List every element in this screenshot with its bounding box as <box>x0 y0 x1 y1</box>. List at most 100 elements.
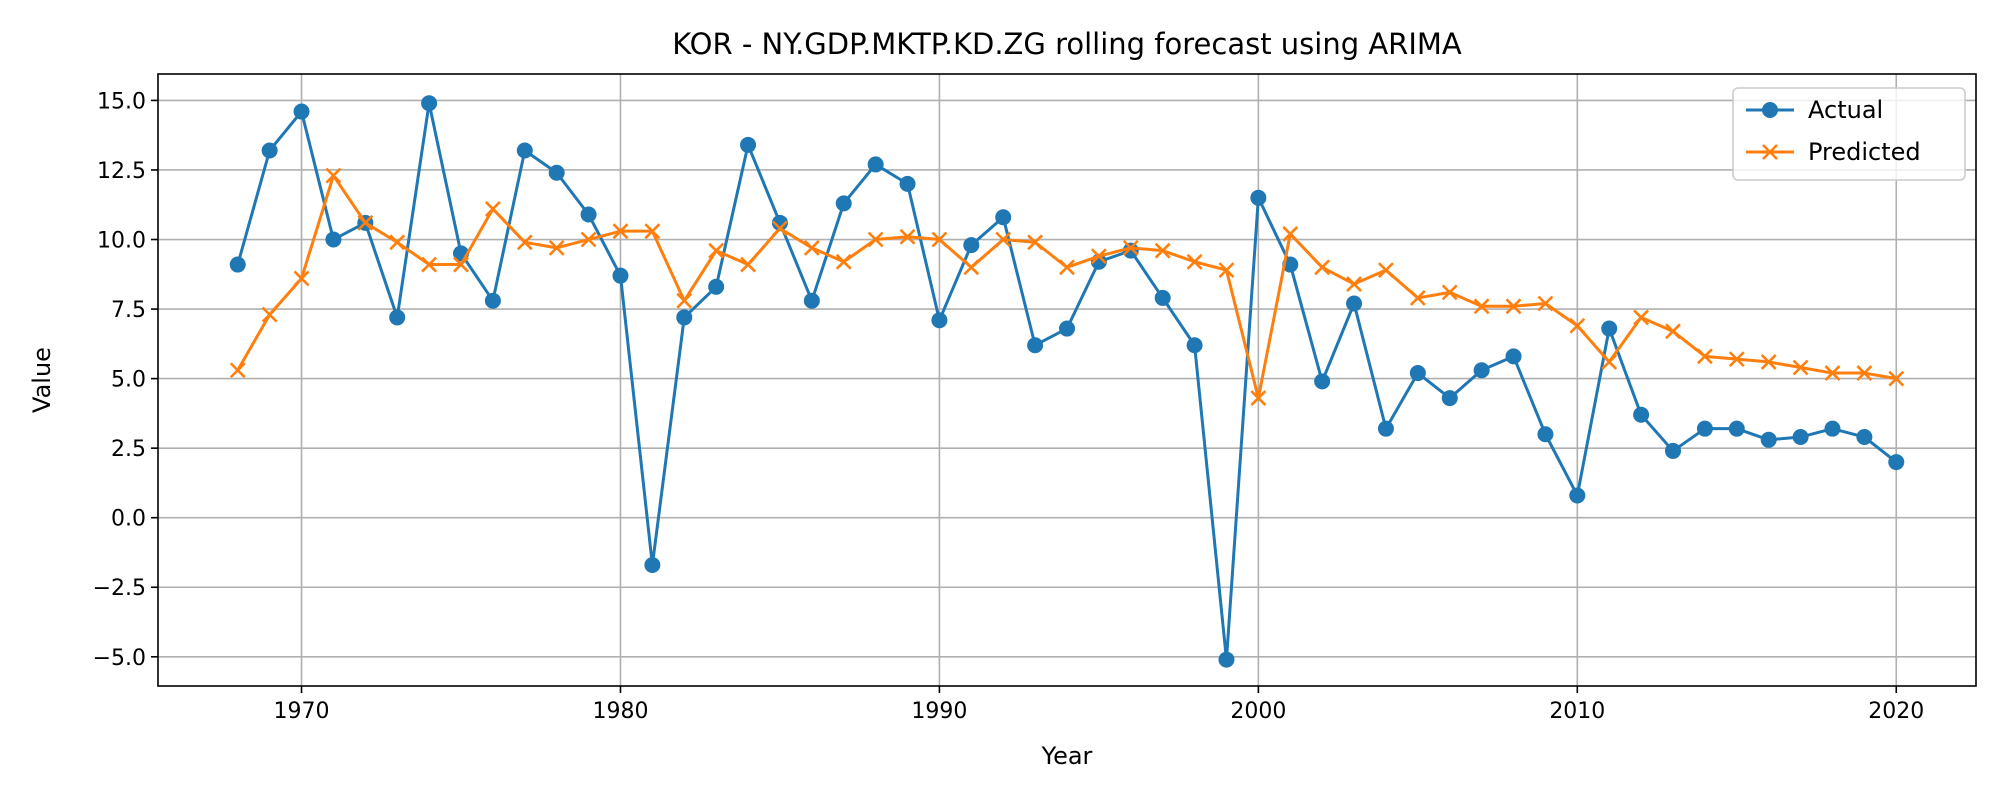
data-point-predicted <box>835 253 852 270</box>
y-tick-label: 0.0 <box>111 507 146 532</box>
data-point-actual <box>1856 429 1873 446</box>
plot-area-frame <box>157 73 1977 687</box>
data-point-predicted <box>899 228 916 245</box>
x-tick-label: 1970 <box>274 699 330 724</box>
data-point-predicted <box>1505 298 1522 315</box>
data-point-predicted <box>1378 262 1394 279</box>
data-point-predicted <box>261 306 278 323</box>
data-point-predicted <box>1824 365 1841 381</box>
data-point-actual <box>1346 295 1363 312</box>
data-point-predicted <box>1027 234 1044 251</box>
data-point-predicted <box>1409 290 1426 306</box>
x-tick-label: 2020 <box>1868 699 1924 724</box>
data-point-actual <box>1665 442 1681 459</box>
data-point-predicted <box>1537 295 1554 312</box>
data-point-predicted <box>1473 298 1490 315</box>
data-point-actual <box>644 556 661 573</box>
data-point-predicted <box>516 234 533 251</box>
series-predicted <box>229 167 1905 407</box>
data-point-predicted <box>1888 370 1905 387</box>
data-point-actual <box>1537 426 1554 443</box>
data-point-actual <box>1792 429 1809 446</box>
data-point-predicted <box>612 223 629 240</box>
y-tick-label: −5.0 <box>93 646 146 671</box>
data-point-actual <box>740 136 757 153</box>
x-tick-label: 2010 <box>1549 699 1605 724</box>
data-point-predicted <box>453 256 469 273</box>
data-point-predicted <box>995 231 1012 248</box>
data-point-predicted <box>1569 317 1586 334</box>
y-tick-label: 7.5 <box>111 298 146 323</box>
data-point-actual <box>1760 431 1777 448</box>
data-point-predicted <box>1792 359 1809 376</box>
data-point-predicted <box>1250 390 1267 407</box>
legend-predicted-label: Predicted <box>1808 138 1921 166</box>
data-point-actual <box>1441 390 1458 407</box>
data-point-actual <box>771 214 788 231</box>
data-point-predicted <box>357 214 374 231</box>
data-point-actual <box>1409 365 1426 382</box>
data-point-actual <box>1696 420 1713 437</box>
data-point-predicted <box>708 242 725 259</box>
data-point-actual <box>612 267 629 284</box>
data-point-actual <box>1728 420 1745 437</box>
y-tick-label: 15.0 <box>97 89 146 114</box>
data-point-actual <box>1218 651 1235 668</box>
data-point-actual <box>931 312 948 329</box>
data-point-predicted <box>1314 259 1331 276</box>
data-point-predicted <box>1441 284 1458 301</box>
data-point-actual <box>1601 320 1618 337</box>
data-point-predicted <box>1856 365 1873 381</box>
legend-predicted-marker <box>1762 144 1778 160</box>
data-point-actual <box>421 95 438 112</box>
x-tick-label: 2000 <box>1230 699 1286 724</box>
data-point-actual <box>1154 289 1171 306</box>
data-point-predicted <box>1728 351 1745 368</box>
data-point-actual <box>708 278 725 295</box>
data-point-actual <box>1505 348 1522 365</box>
data-point-predicted <box>772 220 788 237</box>
data-point-actual <box>1027 337 1044 354</box>
y-tick-label: −2.5 <box>93 576 146 601</box>
data-point-actual <box>1314 373 1331 390</box>
data-point-actual <box>389 309 406 326</box>
data-point-actual <box>963 237 980 254</box>
data-point-actual <box>676 309 693 326</box>
data-point-actual <box>995 209 1012 226</box>
y-axis-label: Value <box>28 347 56 413</box>
data-point-actual <box>1250 189 1267 206</box>
data-point-actual <box>1473 362 1490 379</box>
data-point-predicted <box>548 239 565 256</box>
data-point-actual <box>1888 454 1905 471</box>
data-point-predicted <box>580 231 597 248</box>
data-point-predicted <box>389 234 406 251</box>
data-point-predicted <box>1665 323 1681 340</box>
data-point-predicted <box>867 231 884 248</box>
data-point-actual <box>293 103 310 120</box>
data-point-predicted <box>963 259 980 276</box>
data-point-predicted <box>325 167 342 184</box>
data-point-predicted <box>1154 242 1171 259</box>
data-point-actual <box>1186 337 1203 354</box>
series-layer <box>229 95 1905 668</box>
data-point-actual <box>1059 320 1075 337</box>
data-point-predicted <box>1218 262 1235 279</box>
data-point-predicted <box>644 223 661 240</box>
data-point-actual <box>516 142 533 159</box>
data-point-predicted <box>293 270 310 287</box>
data-point-actual <box>803 292 820 309</box>
data-point-actual <box>229 256 246 273</box>
data-point-actual <box>548 164 565 181</box>
y-tick-label: 12.5 <box>97 159 146 184</box>
data-point-actual <box>261 142 278 159</box>
data-point-actual <box>1377 420 1394 437</box>
data-point-predicted <box>803 239 820 256</box>
y-tick-label: 10.0 <box>97 229 146 254</box>
legend-actual-label: Actual <box>1808 96 1883 124</box>
chart-title: KOR - NY.GDP.MKTP.KD.ZG rolling forecast… <box>672 27 1462 61</box>
x-tick-label: 1990 <box>911 699 967 724</box>
data-point-actual <box>1569 487 1586 504</box>
data-point-predicted <box>1186 253 1203 270</box>
